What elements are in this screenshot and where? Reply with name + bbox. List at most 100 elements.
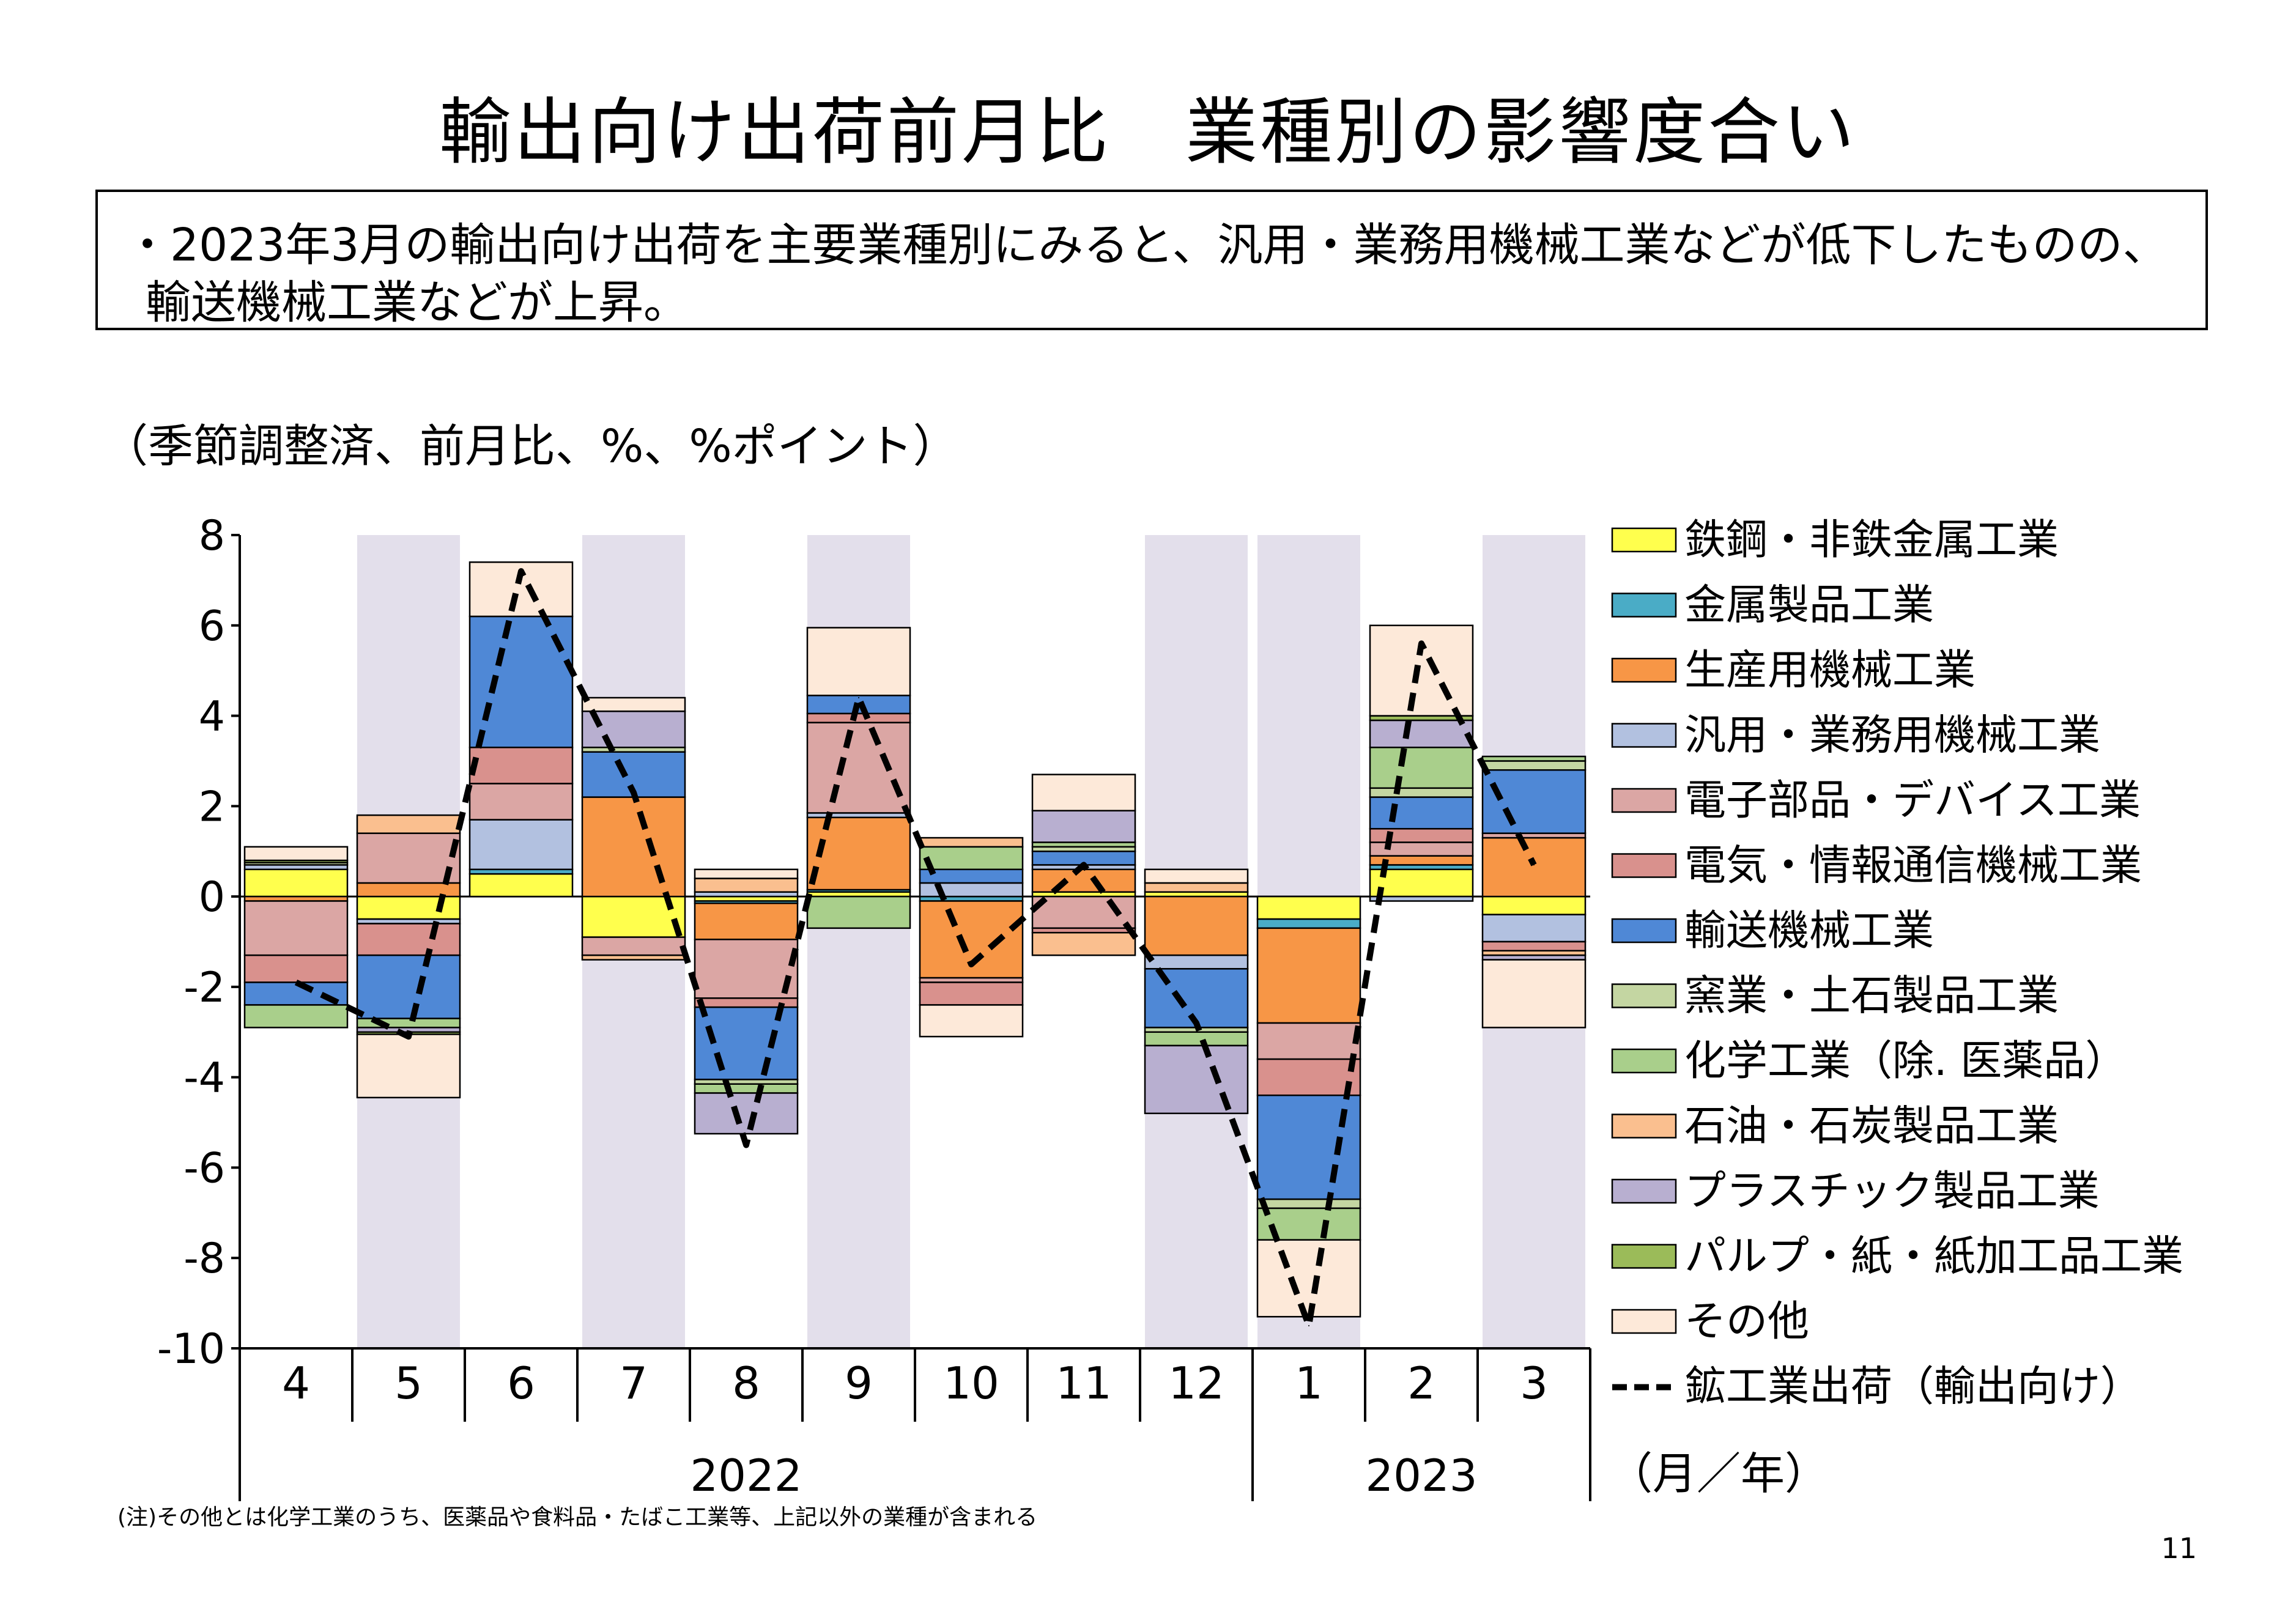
y-tick-label: -4 — [183, 1054, 225, 1103]
x-tick-label-9: 9 — [845, 1358, 873, 1409]
bar-segment-4-5 — [243, 954, 349, 983]
legend-swatch-8 — [1611, 1048, 1677, 1074]
bar-segment-5-5 — [356, 923, 461, 956]
legend-label-0: 鉄鋼・非鉄金属工業 — [1684, 516, 2059, 564]
x-tick-label-7: 7 — [620, 1358, 648, 1409]
legend-label-4: 電子部品・デバイス工業 — [1684, 777, 2141, 825]
legend-swatch-10 — [1611, 1178, 1677, 1204]
y-tick-label: 6 — [199, 602, 225, 651]
summary-line-1: ・2023年3月の輸出向け出荷を主要業種別にみると、汎用・業務用機械工業などが低… — [125, 219, 2168, 272]
bar-segment-1-1 — [1256, 918, 1361, 929]
y-tick-label: -10 — [157, 1325, 225, 1373]
bar-segment-8-4 — [694, 939, 799, 999]
bar-segment-2-7 — [1369, 787, 1474, 798]
unit-label: （季節調整済、前月比、%、%ポイント） — [103, 420, 958, 473]
axes — [231, 534, 1591, 1501]
line-point-4 — [295, 981, 297, 983]
bar-segment-3-0 — [1481, 895, 1587, 915]
bar-segment-4-0 — [243, 868, 349, 898]
bar-segment-12-8 — [1144, 1031, 1249, 1047]
bar-segment-7-10 — [581, 710, 686, 748]
bar-segment-2-12 — [1369, 624, 1474, 717]
y-tick-label: -2 — [183, 964, 225, 1012]
bar-segment-8-2 — [694, 902, 799, 940]
bar-segment-11-2 — [1031, 868, 1136, 893]
legend-label-9: 石油・石炭製品工業 — [1684, 1103, 2059, 1151]
legend-swatch-11 — [1611, 1244, 1677, 1269]
bar-segment-8-9 — [694, 877, 799, 893]
y-tick-label: 0 — [199, 873, 225, 922]
bar-segment-12-3 — [1144, 954, 1249, 970]
bar-segment-3-8 — [1481, 755, 1587, 762]
bar-segment-6-0 — [468, 873, 574, 898]
bar-segment-8-8 — [694, 1083, 799, 1094]
year-label-2022: 2022 — [690, 1450, 802, 1501]
bar-segment-1-4 — [1256, 1022, 1361, 1060]
x-tick-label-1: 1 — [1295, 1358, 1323, 1409]
legend-swatch-2 — [1611, 657, 1677, 683]
legend-swatch-9 — [1611, 1114, 1677, 1139]
bar-segment-9-12 — [806, 627, 911, 696]
bar-segment-5-12 — [356, 1033, 461, 1099]
legend-swatch-7 — [1611, 983, 1677, 1008]
bar-segment-8-10 — [694, 1092, 799, 1135]
bar-segment-8-12 — [694, 868, 799, 879]
legend-label-8: 化学工業（除. 医薬品） — [1684, 1037, 2127, 1085]
x-tick-label-8: 8 — [732, 1358, 760, 1409]
y-tick-label: 8 — [199, 512, 225, 560]
bar-segment-12-10 — [1144, 1044, 1249, 1115]
bar-segment-11-9 — [1031, 931, 1136, 956]
legend-swatch-12 — [1611, 1309, 1677, 1334]
bar-segment-12-2 — [1144, 895, 1249, 956]
legend-label-6: 輸送機械工業 — [1684, 907, 1934, 955]
bar-segment-10-5 — [919, 981, 1024, 1006]
x-tick-label-3: 3 — [1520, 1358, 1548, 1409]
legend-label-1: 金属製品工業 — [1684, 582, 1934, 630]
bar-segment-5-9 — [356, 814, 461, 834]
legend-swatch-6 — [1611, 918, 1677, 944]
bar-segment-3-2 — [1481, 837, 1587, 898]
legend-swatch-1 — [1611, 593, 1677, 618]
y-tick-label: 4 — [199, 693, 225, 741]
line-point-10 — [971, 963, 972, 965]
bar-segment-10-12 — [919, 1004, 1024, 1038]
bar-segment-10-9 — [919, 837, 1024, 848]
line-point-3 — [1533, 864, 1535, 866]
page-title: 輸出向け出荷前月比 業種別の影響度合い — [439, 90, 1857, 174]
y-tick-label: -6 — [183, 1144, 225, 1192]
legend-swatch-5 — [1611, 853, 1677, 878]
line-point-6 — [520, 571, 522, 572]
line-point-12 — [1196, 1022, 1197, 1024]
legend-swatch-0 — [1611, 527, 1677, 553]
bar-segment-5-6 — [356, 954, 461, 1019]
bar-segment-12-12 — [1144, 868, 1249, 884]
x-tick-label-2: 2 — [1407, 1358, 1435, 1409]
legend-label-2: 生産用機械工業 — [1684, 646, 1976, 695]
bar-segment-7-12 — [581, 696, 686, 712]
bar-segment-2-5 — [1369, 828, 1474, 843]
legend-label-line: 鉱工業出荷（輸出向け） — [1684, 1363, 2142, 1411]
legend-label-3: 汎用・業務用機械工業 — [1684, 712, 2100, 760]
bar-segment-2-10 — [1369, 719, 1474, 748]
line-point-11 — [1083, 864, 1084, 866]
bar-segment-9-4 — [806, 722, 911, 814]
line-point-9 — [858, 697, 859, 698]
bar-segment-1-2 — [1256, 927, 1361, 1024]
bar-segment-2-3 — [1369, 895, 1474, 902]
year-label-2023: 2023 — [1365, 1450, 1477, 1501]
legend-label-5: 電気・情報通信機械工業 — [1684, 842, 2142, 890]
bar-segment-1-0 — [1256, 895, 1361, 920]
line-series-path — [294, 568, 1537, 1329]
bar-segment-1-5 — [1256, 1058, 1361, 1096]
x-tick-label-12: 12 — [1168, 1358, 1224, 1409]
bar-segment-9-8 — [806, 895, 911, 929]
bar-segment-7-2 — [581, 796, 686, 898]
bar-segment-6-3 — [468, 819, 574, 871]
x-tick-label-10: 10 — [943, 1358, 999, 1409]
bar-segment-2-8 — [1369, 747, 1474, 789]
summary-line-2: 輸送機械工業などが上昇。 — [146, 276, 689, 329]
legend-label-7: 窯業・土石製品工業 — [1684, 972, 2059, 1021]
page-number: 11 — [2161, 1532, 2197, 1565]
line-point-2 — [1421, 643, 1422, 645]
